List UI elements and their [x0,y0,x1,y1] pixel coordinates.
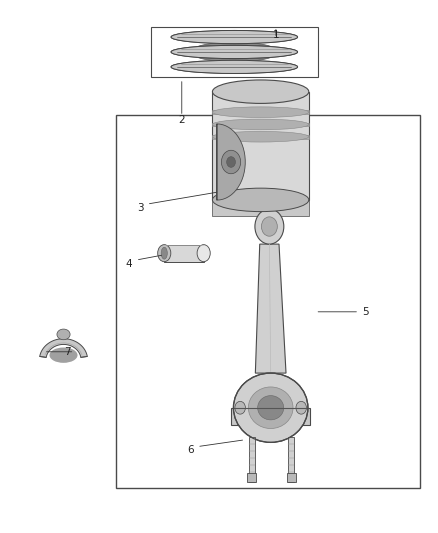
Bar [287,473,296,482]
Bar [151,27,318,77]
Ellipse shape [171,60,297,74]
Bar [116,115,420,488]
Polygon shape [231,408,310,425]
Ellipse shape [221,150,240,174]
Ellipse shape [212,80,309,103]
Bar [212,123,309,126]
Ellipse shape [255,209,284,244]
Polygon shape [40,338,87,357]
Text: 5: 5 [362,307,369,317]
Ellipse shape [233,373,308,442]
Bar [212,200,309,216]
Bar [247,473,256,482]
Bar [164,245,204,262]
Ellipse shape [248,387,293,429]
Ellipse shape [161,247,167,259]
Polygon shape [217,124,245,200]
Ellipse shape [197,245,210,262]
Bar [212,110,309,114]
Text: 1: 1 [272,30,279,39]
Ellipse shape [171,45,297,59]
Polygon shape [255,244,286,373]
Ellipse shape [190,42,279,62]
Ellipse shape [212,188,309,212]
Text: 7: 7 [64,347,71,357]
Ellipse shape [227,157,236,167]
Ellipse shape [258,395,284,420]
Ellipse shape [212,119,309,130]
Ellipse shape [171,60,297,74]
Ellipse shape [296,401,307,414]
Ellipse shape [212,132,309,142]
Bar [212,135,309,139]
Ellipse shape [171,45,297,59]
Ellipse shape [158,245,171,262]
Ellipse shape [49,348,78,363]
Ellipse shape [235,401,245,414]
Bar [289,437,294,482]
Text: 6: 6 [187,446,194,455]
Bar [212,92,309,200]
Ellipse shape [171,30,297,44]
Bar [249,437,255,482]
Ellipse shape [57,329,70,340]
Text: 2: 2 [178,115,185,125]
Text: 3: 3 [137,203,144,213]
Ellipse shape [261,217,277,236]
Text: 4: 4 [126,259,133,269]
Ellipse shape [171,30,297,44]
Ellipse shape [212,107,309,118]
